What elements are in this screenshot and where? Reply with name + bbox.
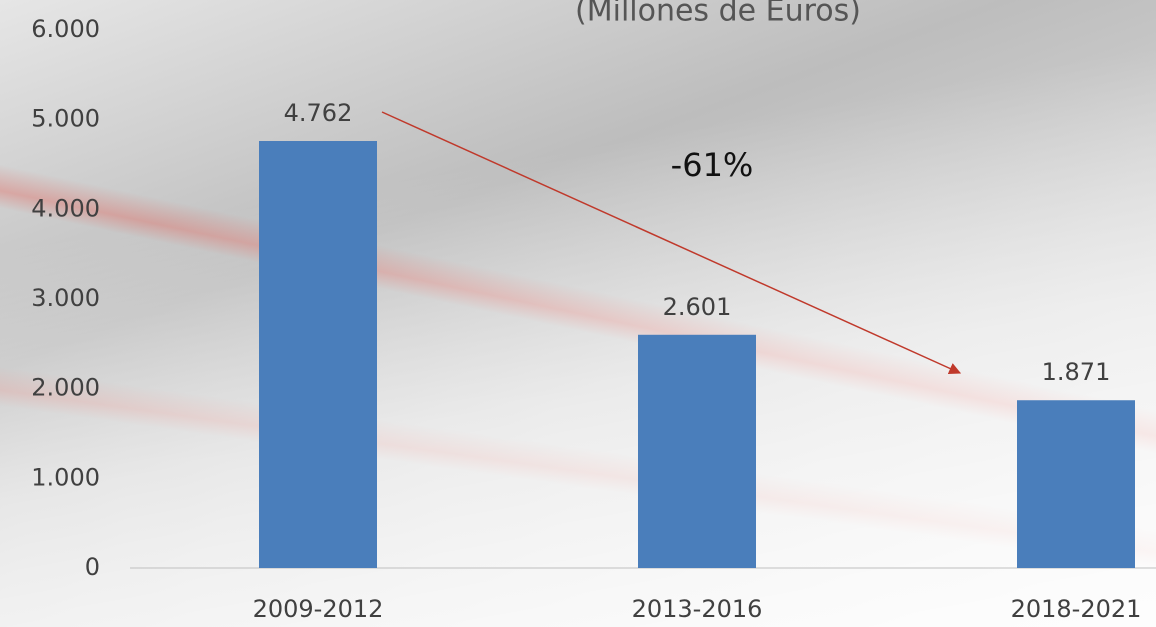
x-tick-label: 2018-2021 (1011, 595, 1142, 623)
data-label: 4.762 (284, 99, 353, 127)
data-label: 2.601 (663, 293, 732, 321)
y-tick-label: 5.000 (31, 105, 100, 133)
y-tick-label: 1.000 (31, 463, 100, 491)
y-tick-label: 0 (85, 553, 100, 581)
y-tick-label: 2.000 (31, 374, 100, 402)
chart-subtitle: (Millones de Euros) (575, 0, 861, 29)
x-tick-label: 2013-2016 (632, 595, 763, 623)
bar (259, 141, 377, 569)
annotation: -61% (671, 146, 754, 184)
y-tick-label: 6.000 (31, 15, 100, 43)
data-label: 1.871 (1042, 358, 1111, 386)
x-tick-label: 2009-2012 (253, 595, 384, 623)
y-tick-label: 3.000 (31, 284, 100, 312)
trend-arrow (381, 111, 962, 375)
bar (1017, 400, 1135, 568)
bar (638, 334, 756, 568)
y-tick-label: 4.000 (31, 194, 100, 222)
